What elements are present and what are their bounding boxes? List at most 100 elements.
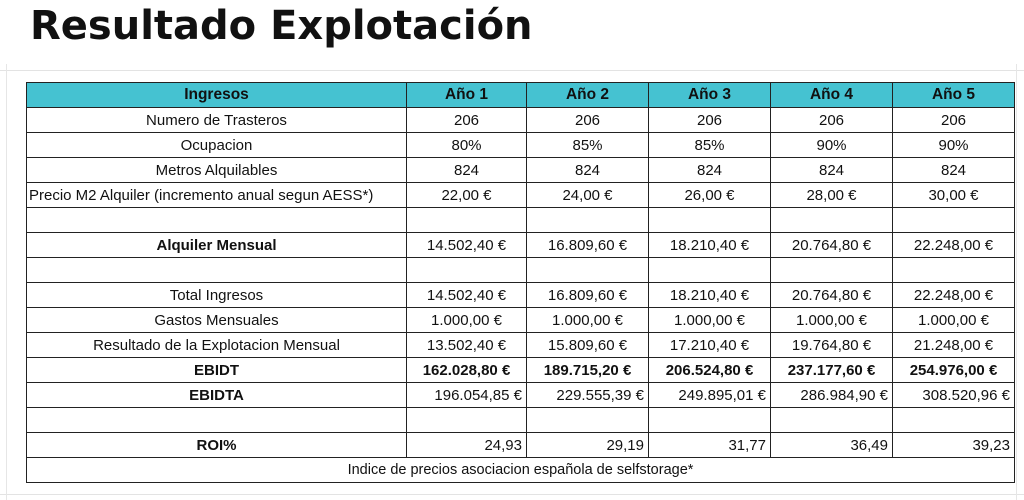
cell-value: 206 — [770, 107, 893, 133]
cell-value: 22.248,00 € — [892, 282, 1015, 308]
row-label: EBIDT — [26, 357, 407, 383]
cell-value: 824 — [648, 157, 771, 183]
cell-value: 90% — [892, 132, 1015, 158]
cell-value: 26,00 € — [648, 182, 771, 208]
cell-value: 1.000,00 € — [770, 307, 893, 333]
page-title: Resultado Explotación — [30, 3, 533, 49]
cell-value: 824 — [770, 157, 893, 183]
table-row: Resultado de la Explotacion Mensual 13.5… — [26, 332, 1015, 358]
cell-value: 196.054,85 € — [406, 382, 527, 408]
footnote-row: Indice de precios asociacion española de… — [26, 457, 1015, 483]
empty-row — [26, 257, 1015, 283]
cell-value: 1.000,00 € — [526, 307, 649, 333]
cell-value: 80% — [406, 132, 527, 158]
cell-value: 18.210,40 € — [648, 232, 771, 258]
cell-value: 85% — [648, 132, 771, 158]
empty-row — [26, 207, 1015, 233]
row-label: Gastos Mensuales — [26, 307, 407, 333]
cell-value: 189.715,20 € — [526, 357, 649, 383]
cell-value — [648, 407, 771, 433]
row-label: Total Ingresos — [26, 282, 407, 308]
cell-value: 30,00 € — [892, 182, 1015, 208]
cell-value — [892, 257, 1015, 283]
header-year-1: Año 1 — [406, 82, 527, 108]
cell-value: 206.524,80 € — [648, 357, 771, 383]
cell-value: 21.248,00 € — [892, 332, 1015, 358]
table-row: Total Ingresos 14.502,40 € 16.809,60 € 1… — [26, 282, 1015, 308]
table-row: Numero de Trasteros 206 206 206 206 206 — [26, 107, 1015, 133]
row-label — [26, 207, 407, 233]
row-label: Resultado de la Explotacion Mensual — [26, 332, 407, 358]
row-label: EBIDTA — [26, 382, 407, 408]
row-label: Precio M2 Alquiler (incremento anual seg… — [26, 182, 407, 208]
cell-value: 162.028,80 € — [406, 357, 527, 383]
cell-value: 14.502,40 € — [406, 282, 527, 308]
table-row: Gastos Mensuales 1.000,00 € 1.000,00 € 1… — [26, 307, 1015, 333]
cell-value — [406, 257, 527, 283]
cell-value: 824 — [406, 157, 527, 183]
cell-value: 237.177,60 € — [770, 357, 893, 383]
table-row-roi: ROI% 24,93 29,19 31,77 36,49 39,23 — [26, 432, 1015, 458]
cell-value — [770, 207, 893, 233]
cell-value: 1.000,00 € — [892, 307, 1015, 333]
cell-value: 254.976,00 € — [892, 357, 1015, 383]
table-row: Metros Alquilables 824 824 824 824 824 — [26, 157, 1015, 183]
cell-value — [406, 407, 527, 433]
cell-value: 20.764,80 € — [770, 282, 893, 308]
row-label — [26, 407, 407, 433]
cell-value — [526, 207, 649, 233]
table-header-row: Ingresos Año 1 Año 2 Año 3 Año 4 Año 5 — [26, 82, 1015, 108]
cell-value: 824 — [526, 157, 649, 183]
row-label: ROI% — [26, 432, 407, 458]
cell-value: 15.809,60 € — [526, 332, 649, 358]
cell-value: 229.555,39 € — [526, 382, 649, 408]
header-ingresos: Ingresos — [26, 82, 407, 108]
header-year-4: Año 4 — [770, 82, 893, 108]
cell-value: 206 — [648, 107, 771, 133]
cell-value — [892, 407, 1015, 433]
cell-value: 24,93 — [406, 432, 527, 458]
cell-value: 39,23 — [892, 432, 1015, 458]
cell-value: 1.000,00 € — [406, 307, 527, 333]
cell-value: 206 — [526, 107, 649, 133]
header-year-2: Año 2 — [526, 82, 649, 108]
row-label: Alquiler Mensual — [26, 232, 407, 258]
cell-value: 1.000,00 € — [648, 307, 771, 333]
header-year-3: Año 3 — [648, 82, 771, 108]
empty-row — [26, 407, 1015, 433]
cell-value: 13.502,40 € — [406, 332, 527, 358]
row-label — [26, 257, 407, 283]
cell-value: 16.809,60 € — [526, 232, 649, 258]
row-label: Ocupacion — [26, 132, 407, 158]
cell-value: 36,49 — [770, 432, 893, 458]
table-row-ebidta: EBIDTA 196.054,85 € 229.555,39 € 249.895… — [26, 382, 1015, 408]
cell-value: 18.210,40 € — [648, 282, 771, 308]
cell-value: 824 — [892, 157, 1015, 183]
cell-value: 308.520,96 € — [892, 382, 1015, 408]
cell-value: 14.502,40 € — [406, 232, 527, 258]
row-label: Metros Alquilables — [26, 157, 407, 183]
cell-value: 286.984,90 € — [770, 382, 893, 408]
cell-value: 22,00 € — [406, 182, 527, 208]
cell-value — [406, 207, 527, 233]
cell-value: 31,77 — [648, 432, 771, 458]
cell-value: 206 — [892, 107, 1015, 133]
cell-value — [526, 257, 649, 283]
cell-value: 20.764,80 € — [770, 232, 893, 258]
cell-value — [770, 257, 893, 283]
row-label: Numero de Trasteros — [26, 107, 407, 133]
table-row-ebidt: EBIDT 162.028,80 € 189.715,20 € 206.524,… — [26, 357, 1015, 383]
table-row: Alquiler Mensual 14.502,40 € 16.809,60 €… — [26, 232, 1015, 258]
spreadsheet-gridlines — [0, 64, 1024, 500]
cell-value: 17.210,40 € — [648, 332, 771, 358]
cell-value — [648, 257, 771, 283]
cell-value: 249.895,01 € — [648, 382, 771, 408]
cell-value: 19.764,80 € — [770, 332, 893, 358]
cell-value: 90% — [770, 132, 893, 158]
cell-value — [892, 207, 1015, 233]
cell-value — [770, 407, 893, 433]
table-row: Ocupacion 80% 85% 85% 90% 90% — [26, 132, 1015, 158]
cell-value: 29,19 — [526, 432, 649, 458]
header-year-5: Año 5 — [892, 82, 1015, 108]
cell-value: 16.809,60 € — [526, 282, 649, 308]
